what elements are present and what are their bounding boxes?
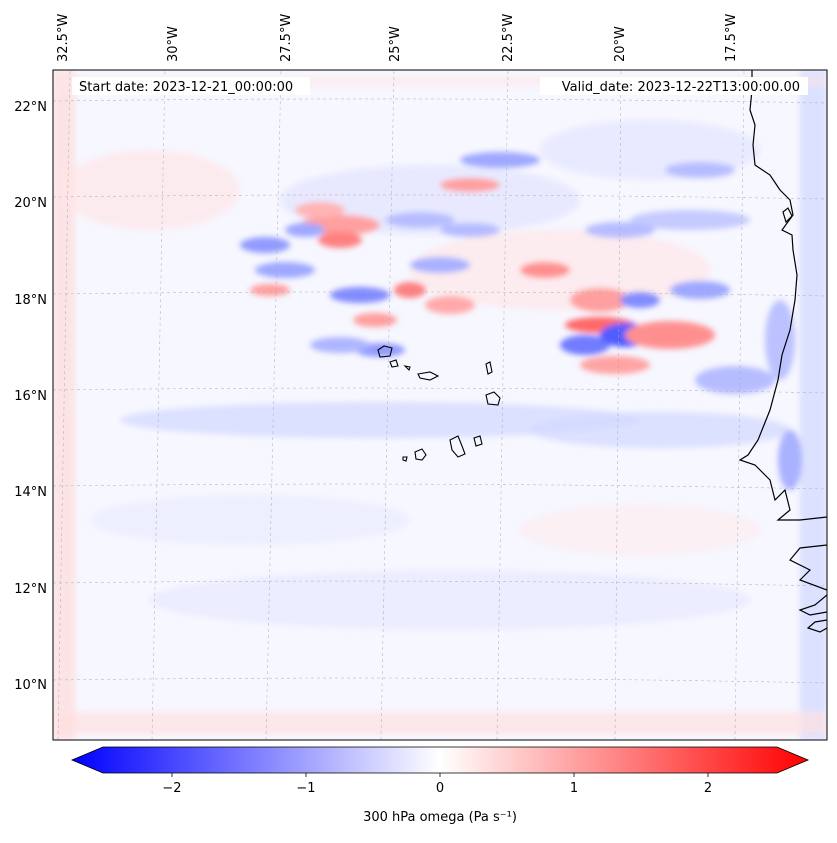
lat-label: 18°N bbox=[14, 293, 47, 308]
lon-label: 30°W bbox=[166, 26, 181, 62]
omega-field bbox=[53, 70, 827, 740]
lon-label: 22.5°W bbox=[501, 14, 516, 62]
lat-label: 20°N bbox=[14, 196, 47, 211]
lat-label: 14°N bbox=[14, 485, 47, 500]
lat-label: 12°N bbox=[14, 582, 47, 597]
lon-label: 20°W bbox=[613, 26, 628, 62]
colorbar: −2 −1 0 1 2 300 hPa omega (Pa s⁻¹) bbox=[70, 746, 810, 825]
colorbar-tick-label: −1 bbox=[296, 781, 315, 796]
colorbar-bar bbox=[70, 746, 810, 774]
map-frame bbox=[52, 69, 828, 741]
colorbar-ticks bbox=[171, 773, 709, 777]
colorbar-tick-label: 0 bbox=[436, 781, 444, 796]
colorbar-label: 300 hPa omega (Pa s⁻¹) bbox=[363, 810, 517, 825]
lon-label: 32.5°W bbox=[56, 14, 71, 62]
graticule bbox=[53, 70, 827, 740]
valid-date-box bbox=[540, 77, 808, 95]
coastline bbox=[738, 70, 827, 633]
lon-label: 17.5°W bbox=[724, 14, 739, 62]
valid-date-label: Valid_date: 2023-12-22T13:00:00.00 bbox=[562, 80, 800, 95]
lon-label: 25°W bbox=[388, 26, 403, 62]
lat-label: 16°N bbox=[14, 389, 47, 404]
start-date-label: Start date: 2023-12-21_00:00:00 bbox=[79, 80, 293, 95]
lon-label: 27.5°W bbox=[279, 14, 294, 62]
map-panel bbox=[53, 70, 827, 740]
colorbar-tick-label: 1 bbox=[570, 781, 578, 796]
longitude-labels: 32.5°W 30°W 27.5°W 25°W 22.5°W 20°W 17.5… bbox=[56, 14, 739, 62]
colorbar-tick-label: −2 bbox=[162, 781, 181, 796]
lat-label: 22°N bbox=[14, 100, 47, 115]
start-date-box bbox=[72, 77, 310, 95]
latitude-labels: 22°N 20°N 18°N 16°N 14°N 12°N 10°N bbox=[14, 100, 47, 693]
colorbar-tick-label: 2 bbox=[704, 781, 712, 796]
lat-label: 10°N bbox=[14, 678, 47, 693]
cape-verde-islands bbox=[377, 345, 501, 462]
